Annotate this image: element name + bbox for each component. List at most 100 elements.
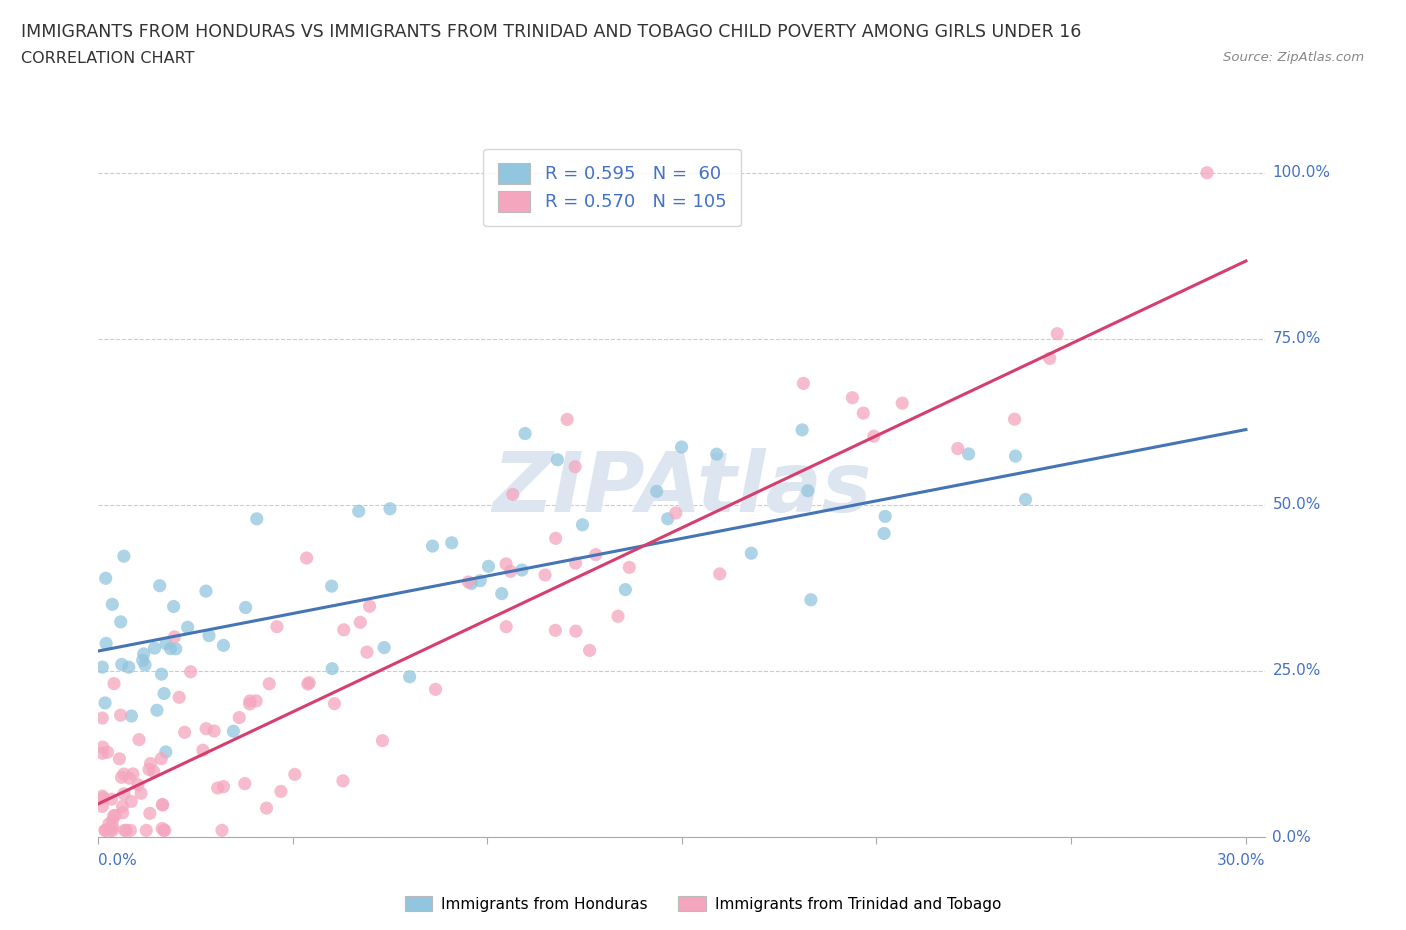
Point (153, 823, 176, 838)
Point (349, 615, 371, 630)
Point (115, 823, 138, 838)
Point (163, 630, 186, 644)
Point (118, 771, 141, 786)
Point (1014, 492, 1036, 507)
Point (740, 546, 762, 561)
Point (202, 724, 225, 738)
Point (284, 767, 307, 782)
Point (790, 422, 813, 437)
Point (194, 584, 217, 599)
Point (94, 696, 117, 711)
Point (321, 578, 343, 593)
Point (212, 638, 235, 653)
Point (198, 628, 221, 643)
Point (110, 770, 132, 785)
Point (91, 799, 114, 814)
Point (94, 823, 117, 838)
Point (491, 586, 513, 601)
Point (862, 429, 884, 444)
Point (150, 751, 173, 766)
Point (495, 556, 517, 571)
Point (502, 487, 524, 502)
Point (440, 536, 463, 551)
Point (191, 743, 214, 758)
Point (359, 599, 381, 614)
Point (101, 819, 124, 834)
Point (110, 615, 132, 630)
Point (103, 808, 125, 823)
Point (94, 636, 117, 651)
Text: 50.0%: 50.0% (1272, 498, 1320, 512)
Point (565, 624, 588, 639)
Point (110, 708, 132, 723)
Point (135, 823, 157, 838)
Point (709, 566, 731, 581)
Point (98, 821, 121, 836)
Text: Source: ZipAtlas.com: Source: ZipAtlas.com (1223, 51, 1364, 64)
Point (295, 551, 318, 565)
Point (946, 441, 969, 456)
Point (513, 426, 536, 441)
Point (114, 823, 136, 838)
Point (94, 571, 117, 586)
Point (212, 779, 235, 794)
Point (153, 686, 176, 701)
Point (347, 504, 370, 519)
Point (356, 644, 378, 659)
Point (332, 622, 354, 637)
Point (101, 813, 124, 828)
Point (118, 659, 141, 674)
Point (266, 619, 288, 634)
Point (121, 709, 143, 724)
Point (120, 794, 142, 809)
Point (207, 780, 229, 795)
Text: 100.0%: 100.0% (1272, 166, 1330, 180)
Point (211, 823, 233, 838)
Text: IMMIGRANTS FROM HONDURAS VS IMMIGRANTS FROM TRINIDAD AND TOBAGO CHILD POVERTY AM: IMMIGRANTS FROM HONDURAS VS IMMIGRANTS F… (21, 23, 1081, 41)
Point (153, 823, 176, 838)
Text: 0.0%: 0.0% (98, 853, 138, 868)
Point (544, 623, 567, 638)
Point (665, 506, 688, 521)
Point (129, 786, 152, 801)
Point (792, 376, 814, 391)
Point (96, 745, 118, 760)
Point (91, 789, 114, 804)
Point (257, 676, 280, 691)
Point (298, 675, 321, 690)
Point (120, 823, 142, 838)
Point (460, 576, 482, 591)
Point (564, 459, 586, 474)
Point (94, 823, 117, 838)
Point (297, 676, 319, 691)
Point (111, 657, 134, 671)
Point (957, 446, 980, 461)
Point (155, 745, 177, 760)
Point (112, 787, 135, 802)
Point (162, 599, 184, 614)
Point (101, 597, 124, 612)
Point (797, 484, 820, 498)
Point (134, 658, 156, 672)
Point (371, 733, 394, 748)
Point (564, 555, 586, 570)
Point (91, 711, 114, 725)
Point (841, 391, 863, 405)
Point (323, 697, 346, 711)
Point (270, 784, 292, 799)
Point (167, 690, 190, 705)
Point (510, 563, 533, 578)
Point (122, 766, 145, 781)
Point (470, 573, 492, 588)
Point (607, 609, 630, 624)
Point (104, 808, 127, 823)
Point (108, 751, 131, 766)
Point (143, 641, 166, 656)
Point (112, 766, 135, 781)
Point (657, 512, 679, 526)
Text: CORRELATION CHART: CORRELATION CHART (21, 51, 194, 66)
Point (91, 659, 114, 674)
Point (239, 694, 262, 709)
Point (373, 640, 395, 655)
Point (1039, 351, 1062, 365)
